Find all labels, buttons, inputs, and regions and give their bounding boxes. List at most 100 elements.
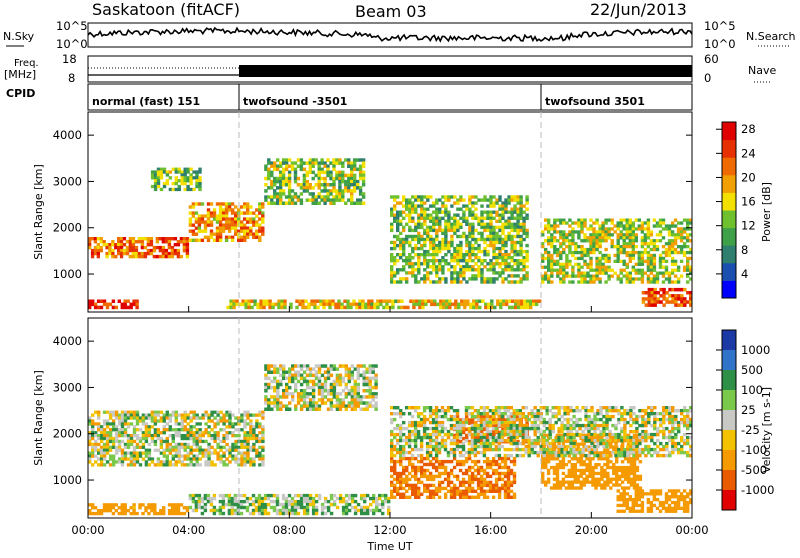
heatmap-cell — [483, 277, 486, 280]
heatmap-cell — [403, 306, 406, 310]
heatmap-cell — [142, 416, 145, 419]
heatmap-cell — [172, 182, 175, 185]
heatmap-cell — [252, 425, 255, 428]
heatmap-cell — [307, 303, 310, 307]
heatmap-cell — [372, 364, 375, 368]
heatmap-cell — [338, 198, 341, 202]
heatmap-cell — [614, 254, 617, 257]
heatmap-cell — [595, 242, 598, 245]
colorbar-swatch — [722, 245, 736, 263]
heatmap-cell — [339, 398, 342, 402]
heatmap-cell — [620, 219, 623, 222]
heatmap-cell — [641, 251, 644, 254]
heatmap-cell — [683, 269, 686, 272]
heatmap-cell — [493, 306, 496, 310]
heatmap-cell — [438, 244, 441, 247]
heatmap-cell — [504, 211, 507, 214]
heatmap-cell — [659, 300, 662, 304]
heatmap-cell — [498, 478, 501, 481]
heatmap-cell — [435, 250, 438, 253]
heatmap-cell — [312, 408, 315, 412]
heatmap-cell — [668, 227, 671, 230]
heatmap-cell — [94, 460, 97, 463]
heatmap-cell — [315, 161, 318, 165]
heatmap-cell — [495, 238, 498, 241]
heatmap-cell — [219, 217, 222, 220]
heatmap-cell — [121, 509, 124, 512]
heatmap-cell — [323, 186, 326, 190]
heatmap-cell — [147, 252, 150, 255]
heatmap-cell — [295, 306, 298, 310]
heatmap-cell — [541, 245, 544, 248]
heatmap-cell — [489, 463, 492, 466]
heatmap-cell — [623, 236, 626, 239]
heatmap-cell — [288, 377, 291, 381]
heatmap-cell — [607, 227, 610, 230]
heatmap-cell — [219, 494, 222, 497]
heatmap-cell — [231, 497, 234, 500]
heatmap-cell — [369, 389, 372, 393]
heatmap-cell — [228, 202, 231, 205]
heatmap-cell — [372, 398, 375, 402]
heatmap-cell — [507, 484, 510, 487]
heatmap-cell — [136, 446, 139, 449]
heatmap-cell — [118, 419, 121, 422]
heatmap-cell — [641, 224, 644, 227]
heatmap-cell — [595, 263, 598, 266]
heatmap-cell — [550, 254, 553, 257]
heatmap-cell — [109, 449, 112, 452]
heatmap-cell — [130, 306, 133, 310]
heatmap-cell — [402, 472, 405, 475]
heatmap-cell — [335, 158, 338, 162]
heatmap-cell — [580, 245, 583, 248]
heatmap-cell — [88, 306, 91, 310]
heatmap-cell — [583, 280, 586, 283]
heatmap-cell — [626, 277, 629, 280]
heatmap-cell — [178, 452, 181, 455]
heatmap-cell — [408, 217, 411, 220]
heatmap-cell — [498, 226, 501, 229]
heatmap-cell — [157, 449, 160, 452]
heatmap-cell — [651, 300, 654, 304]
heatmap-cell — [562, 478, 565, 481]
heatmap-cell — [210, 460, 213, 463]
heatmap-cell — [450, 487, 453, 490]
heatmap-cell — [396, 472, 399, 475]
heatmap-cell — [372, 392, 375, 396]
heatmap-cell — [495, 262, 498, 265]
heatmap-cell — [498, 493, 501, 496]
heatmap-cell — [447, 226, 450, 229]
heatmap-cell — [468, 277, 471, 280]
heatmap-cell — [228, 494, 231, 497]
heatmap-cell — [414, 204, 417, 207]
heatmap-cell — [210, 452, 213, 455]
heatmap-cell — [255, 224, 258, 227]
heatmap-cell — [120, 240, 123, 243]
heatmap-cell — [653, 219, 656, 222]
heatmap-cell — [219, 202, 222, 205]
heatmap-cell — [399, 238, 402, 241]
heatmap-cell — [280, 300, 283, 304]
heatmap-cell — [432, 247, 435, 250]
heatmap-cell — [319, 303, 322, 307]
heatmap-cell — [501, 238, 504, 241]
heatmap-cell — [462, 253, 465, 256]
heatmap-cell — [405, 223, 408, 226]
heatmap-cell — [547, 224, 550, 227]
heatmap-cell — [388, 300, 391, 304]
heatmap-cell — [626, 254, 629, 257]
heatmap-cell — [474, 490, 477, 493]
heatmap-cell — [163, 431, 166, 434]
heatmap-cell — [304, 300, 307, 304]
heatmap-cell — [617, 239, 620, 242]
heatmap-cell — [607, 257, 610, 260]
heatmap-cell — [601, 221, 604, 224]
heatmap-cell — [387, 509, 390, 512]
heatmap-cell — [396, 268, 399, 271]
heatmap-cell — [665, 277, 668, 280]
heatmap-cell — [674, 275, 677, 278]
heatmap-cell — [598, 245, 601, 248]
heatmap-cell — [229, 303, 232, 307]
heatmap-cell — [492, 268, 495, 271]
heatmap-cell — [297, 380, 300, 384]
